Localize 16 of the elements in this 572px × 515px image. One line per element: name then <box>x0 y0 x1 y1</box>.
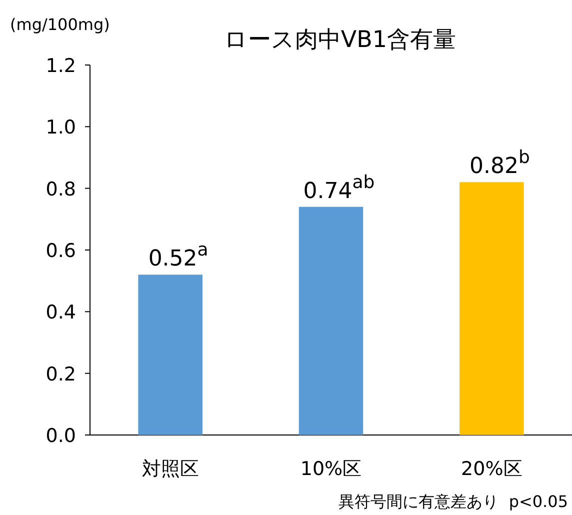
data-label: 0.82$^{b}$ <box>469 146 530 180</box>
y-tick-label: 0.4 <box>46 302 76 324</box>
y-tick-label: 1.2 <box>46 55 76 77</box>
y-tick-label: 0.8 <box>46 178 76 200</box>
y-tick-label: 0.0 <box>46 425 76 447</box>
x-tick-label: 10%区 <box>300 458 362 480</box>
x-tick-label: 20%区 <box>461 458 522 480</box>
data-label: 0.52$^{a}$ <box>148 239 208 272</box>
x-tick-label: 対照区 <box>142 458 199 480</box>
y-tick-label: 0.6 <box>46 240 76 262</box>
y-tick-label: 0.2 <box>46 363 76 386</box>
y-axis-title: (mg/100mg) <box>10 15 110 34</box>
chart-title: ロース肉中VB1含有量 <box>224 27 456 53</box>
y-tick-label: 1.0 <box>46 116 76 139</box>
data-label: 0.74$^{ab}$ <box>303 171 375 204</box>
text: 異符号間に有意差あり p<0.05 <box>338 492 568 511</box>
